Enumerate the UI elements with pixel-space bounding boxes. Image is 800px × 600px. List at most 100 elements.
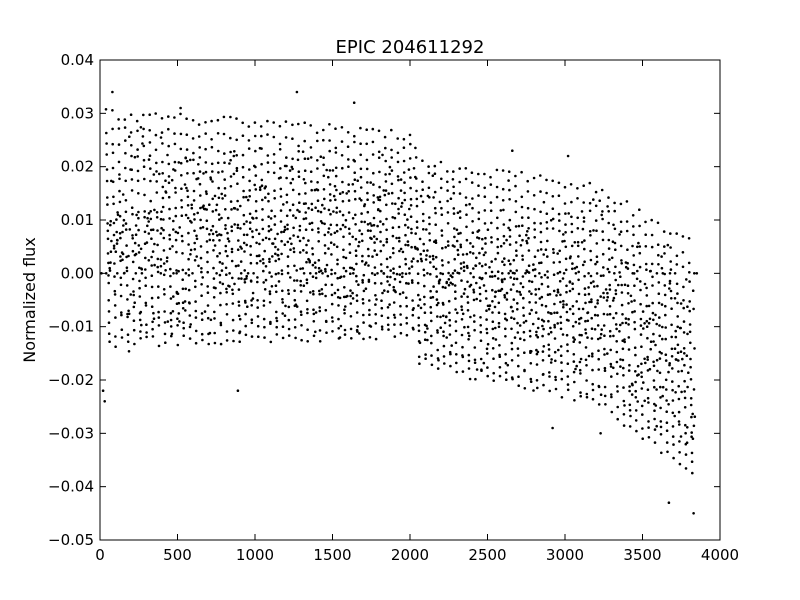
- data-point: [388, 284, 391, 287]
- data-point: [193, 190, 196, 193]
- data-point: [312, 293, 315, 296]
- data-point: [405, 282, 408, 285]
- data-point: [580, 317, 583, 320]
- data-point: [579, 341, 582, 344]
- data-point: [120, 284, 123, 287]
- data-point: [504, 313, 507, 316]
- data-point: [572, 305, 575, 308]
- data-point: [206, 228, 209, 231]
- data-point: [592, 198, 595, 201]
- data-point: [163, 262, 166, 265]
- data-point: [437, 359, 440, 362]
- data-point: [449, 324, 452, 327]
- data-point: [194, 259, 197, 262]
- data-point: [230, 208, 233, 211]
- data-point: [155, 180, 158, 183]
- data-point: [331, 316, 334, 319]
- data-point: [352, 183, 355, 186]
- data-point: [318, 290, 321, 293]
- data-point: [219, 252, 222, 255]
- data-point: [682, 251, 685, 254]
- data-point: [161, 172, 164, 175]
- data-point: [366, 198, 369, 201]
- data-point: [641, 413, 644, 416]
- data-point: [586, 393, 589, 396]
- data-point: [150, 256, 153, 259]
- data-point: [195, 330, 198, 333]
- data-point: [677, 344, 680, 347]
- data-point: [232, 293, 235, 296]
- data-point: [256, 306, 259, 309]
- data-point: [133, 301, 136, 304]
- data-point: [139, 319, 142, 322]
- data-point: [467, 326, 470, 329]
- data-point: [598, 386, 601, 389]
- data-point: [200, 294, 203, 297]
- data-point: [299, 280, 302, 283]
- data-point: [169, 275, 172, 278]
- data-point: [211, 163, 214, 166]
- data-point: [543, 320, 546, 323]
- data-point: [131, 206, 134, 209]
- data-point: [382, 272, 385, 275]
- data-point: [160, 227, 163, 230]
- data-point: [604, 367, 607, 370]
- data-point: [547, 320, 550, 323]
- data-point: [550, 331, 553, 334]
- data-point: [676, 263, 679, 266]
- data-point: [564, 212, 567, 215]
- data-point: [514, 175, 517, 178]
- data-point: [614, 228, 617, 231]
- data-point: [112, 203, 115, 206]
- data-point: [416, 198, 419, 201]
- data-point: [567, 383, 570, 386]
- data-point: [156, 244, 159, 247]
- data-point: [533, 222, 536, 225]
- data-point: [533, 236, 536, 239]
- data-point: [579, 395, 582, 398]
- data-point: [380, 270, 383, 273]
- data-point: [571, 262, 574, 265]
- data-point: [429, 290, 432, 293]
- data-point: [550, 358, 553, 361]
- data-point: [475, 298, 478, 301]
- data-point: [113, 245, 116, 248]
- data-point: [212, 225, 215, 228]
- data-point: [560, 345, 563, 348]
- data-point: [137, 170, 140, 173]
- data-point: [480, 278, 483, 281]
- data-point: [678, 411, 681, 414]
- data-point: [668, 362, 671, 365]
- data-point: [349, 272, 352, 275]
- data-point: [442, 330, 445, 333]
- data-point: [444, 286, 447, 289]
- data-point: [686, 426, 689, 429]
- data-point: [217, 132, 220, 135]
- data-point: [423, 250, 426, 253]
- data-point: [151, 305, 154, 308]
- data-point: [421, 180, 424, 183]
- data-point: [458, 272, 461, 275]
- data-point: [156, 229, 159, 232]
- data-point: [293, 265, 296, 268]
- data-point: [567, 362, 570, 365]
- data-point: [502, 169, 505, 172]
- data-point: [323, 198, 326, 201]
- data-point: [669, 282, 672, 285]
- data-point: [133, 319, 136, 322]
- data-point: [395, 237, 398, 240]
- data-point: [192, 137, 195, 140]
- data-point: [193, 242, 196, 245]
- data-point: [602, 266, 605, 269]
- data-point: [303, 140, 306, 143]
- data-point: [143, 159, 146, 162]
- data-point: [457, 249, 460, 252]
- data-point: [585, 379, 588, 382]
- data-point: [359, 127, 362, 130]
- data-point: [276, 333, 279, 336]
- data-point: [489, 176, 492, 179]
- data-point: [373, 235, 376, 238]
- data-point: [590, 275, 593, 278]
- data-point: [108, 340, 111, 343]
- data-point: [392, 226, 395, 229]
